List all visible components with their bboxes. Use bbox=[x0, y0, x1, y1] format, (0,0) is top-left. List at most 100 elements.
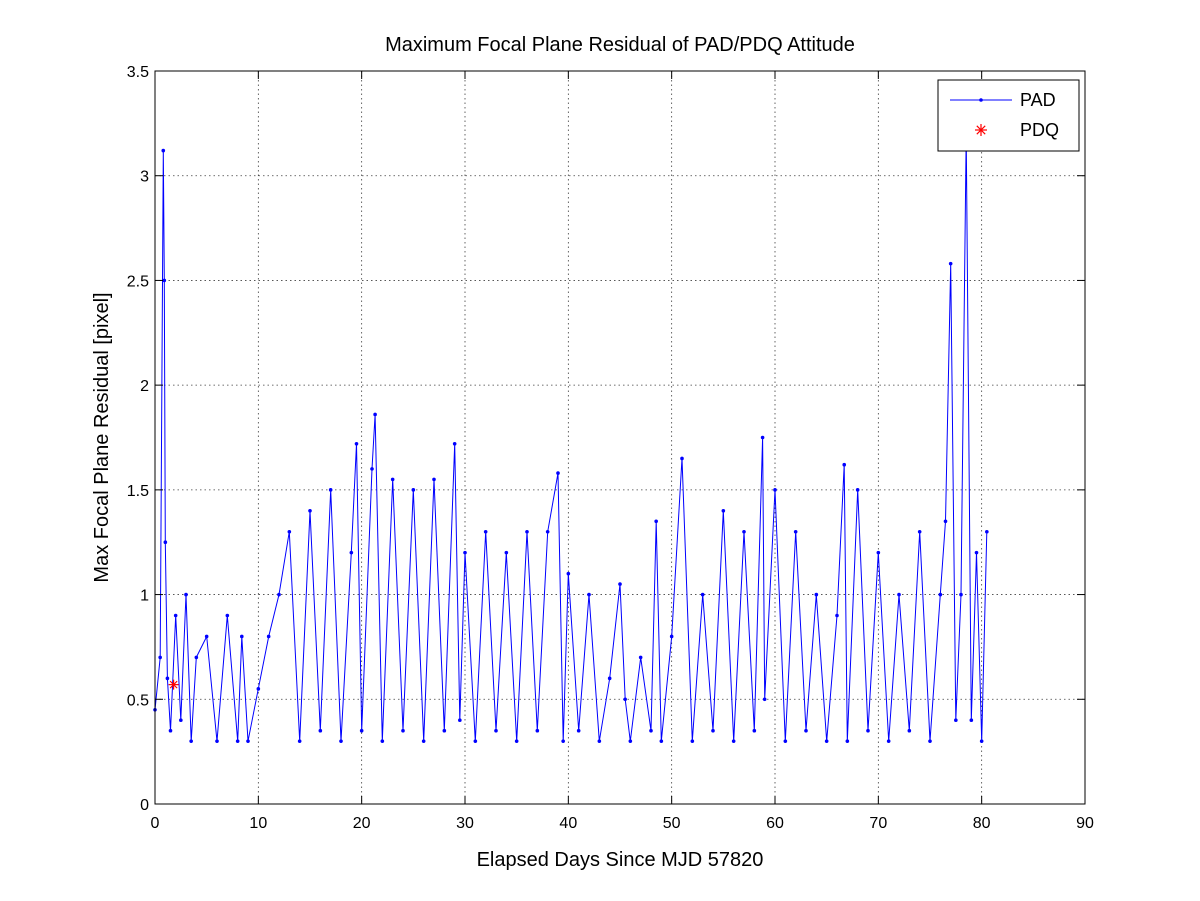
data-point bbox=[842, 462, 847, 467]
data-point bbox=[514, 739, 519, 743]
data-point bbox=[442, 728, 447, 733]
data-point bbox=[161, 148, 166, 153]
x-tick-label: 10 bbox=[249, 815, 267, 832]
data-point bbox=[938, 592, 943, 597]
data-point bbox=[669, 634, 674, 639]
x-axis-label: Elapsed Days Since MJD 57820 bbox=[477, 849, 764, 871]
data-point bbox=[339, 739, 343, 743]
x-tick-label: 40 bbox=[559, 815, 577, 832]
data-point bbox=[354, 441, 359, 446]
data-point bbox=[158, 655, 162, 660]
series-pdq bbox=[168, 679, 179, 690]
data-point bbox=[773, 488, 777, 492]
data-point bbox=[917, 529, 922, 534]
data-point bbox=[974, 550, 979, 555]
data-point bbox=[969, 718, 974, 723]
data-point bbox=[654, 519, 658, 524]
plot-frame bbox=[154, 70, 1086, 805]
data-point bbox=[804, 728, 808, 733]
legend-box bbox=[937, 79, 1080, 152]
data-point bbox=[452, 441, 457, 446]
y-tick-label: 0 bbox=[140, 797, 149, 814]
data-point bbox=[370, 467, 374, 471]
data-point bbox=[897, 592, 901, 597]
data-point bbox=[700, 592, 705, 597]
data-point bbox=[907, 728, 912, 733]
data-point bbox=[762, 697, 767, 702]
data-point bbox=[607, 676, 612, 681]
data-point bbox=[876, 550, 881, 555]
data-point bbox=[943, 519, 948, 524]
data-point bbox=[421, 739, 426, 743]
axis-ticks: 0 10 20 30 40 50 60 70 80 90 0 0.5 1 1.5 2 2.5 3 3.5 bbox=[127, 64, 1094, 832]
data-point bbox=[380, 739, 385, 743]
x-tick-label: 70 bbox=[869, 815, 887, 832]
data-point bbox=[618, 582, 622, 586]
y-tick-label: 2.5 bbox=[127, 273, 149, 290]
grid-lines bbox=[155, 71, 1085, 804]
data-point bbox=[690, 739, 695, 743]
data-point bbox=[473, 739, 478, 743]
data-point bbox=[680, 456, 684, 461]
data-point bbox=[359, 728, 364, 733]
data-point bbox=[401, 728, 405, 733]
y-tick-label: 0.5 bbox=[127, 692, 149, 709]
x-tick-label: 20 bbox=[353, 815, 371, 832]
y-axis-label: Max Focal Plane Residual [pixel] bbox=[91, 292, 113, 582]
legend-pad-marker bbox=[979, 98, 983, 102]
data-point bbox=[760, 435, 765, 440]
data-point bbox=[318, 728, 323, 733]
data-point bbox=[659, 739, 664, 743]
data-point bbox=[277, 592, 281, 597]
data-point bbox=[266, 634, 271, 639]
y-tick-label: 1 bbox=[140, 588, 149, 605]
data-point bbox=[349, 550, 354, 555]
data-point bbox=[731, 739, 736, 743]
data-point bbox=[246, 739, 250, 743]
x-tick-label: 90 bbox=[1076, 815, 1094, 832]
data-point bbox=[173, 613, 178, 618]
data-point bbox=[179, 718, 183, 723]
series-pad bbox=[153, 132, 989, 743]
data-point bbox=[411, 488, 416, 492]
data-point bbox=[483, 529, 488, 534]
data-point bbox=[504, 550, 509, 555]
data-point bbox=[886, 739, 891, 743]
legend-pad-label: PAD bbox=[1020, 90, 1056, 110]
data-point bbox=[287, 529, 292, 534]
legend: PAD PDQ bbox=[937, 79, 1080, 152]
data-point bbox=[959, 592, 963, 597]
data-point bbox=[165, 676, 170, 681]
data-point bbox=[463, 550, 467, 555]
data-point bbox=[845, 739, 850, 743]
x-tick-label: 50 bbox=[663, 815, 681, 832]
data-point bbox=[458, 718, 462, 723]
chart-title: Maximum Focal Plane Residual of PAD/PDQ … bbox=[385, 34, 855, 56]
data-point bbox=[835, 613, 839, 618]
data-point bbox=[597, 739, 602, 743]
data-point bbox=[628, 739, 633, 743]
data-point bbox=[373, 412, 377, 417]
data-point bbox=[928, 739, 932, 743]
data-point bbox=[814, 592, 819, 597]
data-point bbox=[184, 592, 188, 597]
data-point bbox=[948, 261, 953, 266]
data-point bbox=[561, 739, 565, 743]
series-layer bbox=[153, 132, 989, 743]
data-point bbox=[328, 488, 333, 492]
data-point bbox=[525, 529, 529, 534]
data-point bbox=[979, 739, 984, 743]
data-point-asterisk bbox=[168, 679, 179, 690]
data-point bbox=[855, 488, 860, 492]
y-tick-label: 3.5 bbox=[127, 64, 149, 81]
data-point bbox=[954, 718, 958, 723]
y-tick-label: 3 bbox=[140, 169, 149, 186]
data-point bbox=[297, 739, 302, 743]
x-tick-label: 0 bbox=[151, 815, 160, 832]
data-point bbox=[204, 634, 209, 639]
legend-pdq-marker bbox=[975, 124, 987, 136]
data-point bbox=[235, 739, 240, 743]
data-point bbox=[556, 471, 560, 475]
data-point bbox=[189, 739, 193, 743]
